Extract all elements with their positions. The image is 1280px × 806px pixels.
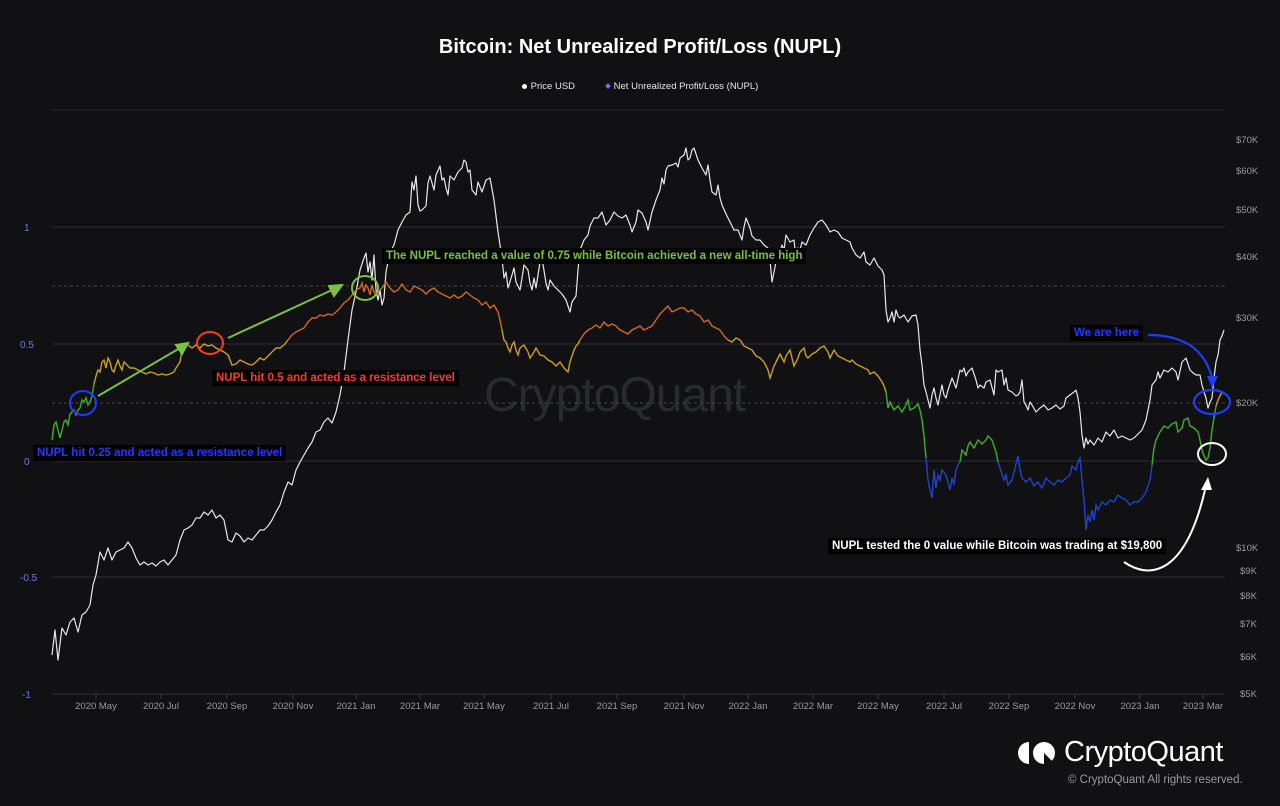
svg-text:$5K: $5K [1240,689,1258,700]
svg-text:$50K: $50K [1236,205,1259,216]
nupl-line-green-2023 [1151,405,1217,466]
chart-legend: Price USD Net Unrealized Profit/Loss (NU… [0,81,1280,92]
legend-item-nupl[interactable]: Net Unrealized Profit/Loss (NUPL) [604,81,758,92]
svg-text:2020 Nov: 2020 Nov [273,701,314,712]
annotation-circle-test-zero [1197,442,1227,466]
svg-text:2020 Sep: 2020 Sep [207,701,248,712]
annotation-label-025: NUPL hit 0.25 and acted as a resistance … [33,445,287,461]
svg-text:2022 Jul: 2022 Jul [926,701,962,712]
nupl-line-blue-2022 [925,457,961,499]
svg-text:2020 Jul: 2020 Jul [143,701,179,712]
svg-text:$8K: $8K [1240,591,1258,602]
trend-arrows [97,283,345,397]
legend-dot-price-icon [521,83,527,89]
we-are-here-arrow [1147,333,1214,379]
test-zero-arrow [1123,489,1206,572]
annotation-circle-05 [196,331,224,355]
svg-text:2022 May: 2022 May [857,701,899,712]
svg-text:-0.5: -0.5 [20,573,38,584]
svg-text:2021 Mar: 2021 Mar [400,701,440,712]
left-axis: 1 0.5 0 -0.5 -1 [20,223,38,701]
annotation-circle-075 [351,275,379,301]
svg-text:2022 Jan: 2022 Jan [728,701,767,712]
svg-text:$10K: $10K [1236,543,1259,554]
watermark: CryptoQuant [484,369,746,422]
svg-text:$20K: $20K [1236,398,1259,409]
legend-item-price[interactable]: Price USD [521,81,578,92]
annotation-circle-we-are-here [1192,388,1232,416]
svg-text:2022 Nov: 2022 Nov [1055,701,1096,712]
svg-text:$7K: $7K [1240,619,1258,630]
svg-text:2021 Nov: 2021 Nov [664,701,705,712]
price-line [51,147,1225,661]
svg-text:$9K: $9K [1240,566,1258,577]
annotation-label-075: The NUPL reached a value of 0.75 while B… [382,248,807,264]
cryptoquant-logo: CryptoQuant [1018,736,1223,769]
svg-text:-1: -1 [22,690,31,701]
nupl-line-yellow-2023 [1215,390,1225,407]
annotation-circle-025 [69,390,97,416]
svg-text:2022 Mar: 2022 Mar [793,701,833,712]
svg-text:2021 Jul: 2021 Jul [533,701,569,712]
gridlines [52,226,1225,695]
nupl-line-orange-2021 [287,280,503,341]
nupl-line-green-2022b [959,434,999,463]
svg-text:2020 May: 2020 May [75,701,117,712]
svg-text:0.5: 0.5 [20,340,34,351]
svg-text:2022 Sep: 2022 Sep [989,701,1030,712]
svg-text:1: 1 [24,223,30,234]
svg-text:0: 0 [24,457,30,468]
svg-text:2021 Sep: 2021 Sep [597,701,638,712]
copyright-text: © CryptoQuant All rights reserved. [1068,774,1243,786]
svg-text:$70K: $70K [1236,135,1259,146]
nupl-line-yellow-2020 [93,339,289,385]
annotation-label-we-are-here: We are here [1070,325,1143,341]
svg-text:$60K: $60K [1236,166,1259,177]
svg-text:$30K: $30K [1236,313,1259,324]
nupl-line-yellow-2021 [501,329,581,374]
svg-text:2021 Jan: 2021 Jan [336,701,375,712]
chart-title: Bitcoin: Net Unrealized Profit/Loss (NUP… [438,36,842,58]
annotation-label-test-zero: NUPL tested the 0 value while Bitcoin wa… [828,538,1167,554]
cryptoquant-logo-icon [1018,741,1055,764]
nupl-line-yellow-2022 [727,337,887,393]
svg-text:2021 May: 2021 May [463,701,505,712]
annotation-label-05: NUPL hit 0.5 and acted as a resistance l… [212,370,459,386]
svg-text:2023 Mar: 2023 Mar [1183,701,1223,712]
svg-text:2023 Jan: 2023 Jan [1120,701,1159,712]
nupl-line-green-2022 [885,391,927,459]
nupl-line-orange-late-2021 [579,304,729,341]
logo-text: CryptoQuant [1064,736,1223,768]
right-axis: $70K $60K $50K $40K $30K $20K $10K $9K $… [1236,135,1259,700]
nupl-line-blue-2022b [997,455,1153,531]
x-axis: 2020 May 2020 Jul 2020 Sep 2020 Nov 2021… [75,701,1223,712]
svg-text:$40K: $40K [1236,252,1259,263]
svg-text:$6K: $6K [1240,652,1258,663]
